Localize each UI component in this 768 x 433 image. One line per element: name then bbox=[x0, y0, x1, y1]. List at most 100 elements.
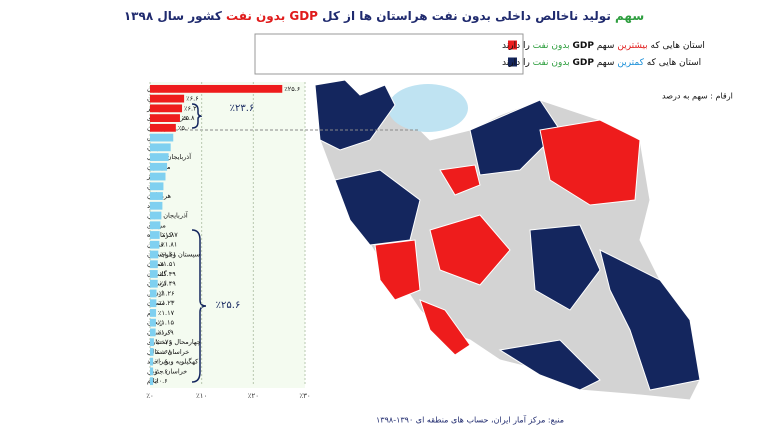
y-tick-label: کهگیلویه وبویراحمد bbox=[147, 358, 199, 366]
y-tick-label: سیستان وبلوچستان bbox=[147, 250, 200, 258]
value-label: ٪۶.۶ bbox=[186, 95, 199, 103]
bar bbox=[150, 270, 158, 278]
text-segment: GDP bbox=[572, 41, 594, 51]
value-label: ٪۱.۲۶ bbox=[159, 289, 175, 297]
value-label: ٪۱.۰۹ bbox=[158, 328, 175, 336]
text-segment: سهم bbox=[594, 41, 617, 51]
province bbox=[529, 224, 601, 311]
value-label: ٪۵.۰ bbox=[178, 124, 191, 132]
text-segment: بدون نفت bbox=[533, 41, 573, 51]
y-tick-label: آذربایجان شرقی bbox=[147, 152, 192, 161]
map bbox=[314, 79, 701, 401]
bar bbox=[150, 133, 174, 142]
text-segment: GDP bbox=[289, 9, 318, 23]
bar bbox=[150, 211, 162, 220]
y-tick-label: آذربایجان غربی bbox=[147, 211, 189, 220]
chart-title: سهم تولید ناخالص داخلی بدون نفت هراستان … bbox=[124, 9, 644, 24]
value-label: ٪۱.۸۱ bbox=[161, 241, 177, 249]
province bbox=[498, 339, 601, 391]
legend-label: استان هایی که بیشترین سهم GDP بدون نفت ر… bbox=[502, 41, 705, 51]
bracket bbox=[191, 229, 207, 383]
value-label: ٪۰.۷۶ bbox=[156, 338, 172, 346]
bar bbox=[150, 143, 171, 152]
text-segment: بدون نفت bbox=[533, 58, 573, 68]
source: منبع: مرکز آمار ایران، حساب های منطقه ای… bbox=[376, 415, 564, 425]
x-tick-label: ٪۰ bbox=[146, 392, 154, 400]
bar bbox=[150, 279, 158, 288]
y-tick-label: چهارمحال و بختیاری bbox=[147, 338, 201, 346]
bar bbox=[150, 367, 154, 376]
bar bbox=[150, 94, 185, 103]
text-segment: GDP bbox=[572, 58, 594, 68]
bar bbox=[150, 84, 283, 93]
x-tick-label: ٪۲۰ bbox=[248, 392, 259, 400]
text-segment: سهم bbox=[615, 9, 644, 23]
text-segment: سهم bbox=[594, 58, 617, 68]
value-label: ٪۶.۲ bbox=[184, 104, 197, 112]
value-label: ٪۱.۸۷ bbox=[162, 231, 179, 239]
value-label: ٪۰.۶۸ bbox=[156, 348, 173, 356]
x-tick-label: ٪۱۰ bbox=[196, 392, 207, 400]
bar bbox=[150, 240, 160, 249]
value-label: ٪۱.۲۳ bbox=[158, 299, 175, 307]
bracket-label: ٪۲۳.۶ bbox=[230, 103, 255, 114]
bar bbox=[150, 328, 156, 337]
province bbox=[439, 164, 481, 196]
text-segment: تولید ناخالص داخلی بدون نفت هراستان ها ا… bbox=[318, 9, 615, 24]
bar bbox=[150, 338, 154, 347]
legend-swatch bbox=[508, 40, 517, 50]
units-note: ارقام : سهم به درصد bbox=[662, 92, 733, 101]
y-tick-label: خراسان جنوبی bbox=[147, 367, 187, 375]
bar bbox=[150, 153, 169, 161]
bar bbox=[150, 172, 166, 181]
province bbox=[419, 299, 471, 356]
bar bbox=[150, 318, 156, 327]
y-tick-label: کردستان bbox=[147, 328, 172, 336]
province bbox=[539, 119, 641, 206]
bar bbox=[150, 377, 154, 386]
bar bbox=[150, 299, 157, 308]
bar bbox=[150, 260, 158, 269]
province bbox=[334, 169, 421, 246]
text-segment: را دارند bbox=[502, 58, 533, 68]
text-segment: بیشترین bbox=[617, 41, 647, 51]
bar bbox=[150, 162, 168, 171]
bar bbox=[150, 114, 180, 122]
bar bbox=[150, 250, 159, 259]
text-segment: استان هایی که bbox=[644, 58, 701, 68]
province bbox=[314, 79, 396, 151]
provinces bbox=[314, 79, 701, 391]
bar bbox=[150, 309, 157, 317]
province bbox=[599, 249, 701, 391]
bar bbox=[150, 231, 160, 239]
value-label: ٪۰.۶ bbox=[155, 367, 168, 375]
province bbox=[469, 99, 561, 176]
bar bbox=[150, 357, 154, 366]
bar bbox=[150, 221, 161, 230]
value-label: ٪۰.۶ bbox=[155, 377, 168, 385]
value-label: ٪۱.۴۹ bbox=[160, 270, 177, 278]
text-segment: استان هایی که bbox=[648, 41, 705, 51]
bracket-label: ٪۲۵.۶ bbox=[216, 300, 241, 311]
province bbox=[429, 214, 511, 286]
x-tick-label: ٪۳۰ bbox=[299, 392, 310, 400]
value-label: ٪۲۵.۶ bbox=[284, 85, 300, 93]
text-segment: را دارند bbox=[502, 41, 533, 51]
value-label: ٪۱.۶۱ bbox=[160, 250, 176, 258]
province bbox=[374, 239, 421, 301]
y-tick-label: خراسان شمالی bbox=[147, 348, 189, 356]
value-label: ٪۱.۴۹ bbox=[160, 280, 177, 288]
text-segment: بدون نفت bbox=[226, 9, 289, 24]
bar bbox=[150, 201, 163, 210]
value-label: ٪۱.۵۱ bbox=[160, 260, 176, 268]
y-tick-label: کرمانشاه bbox=[147, 231, 173, 239]
bar bbox=[150, 289, 157, 298]
legend-box bbox=[254, 33, 524, 75]
value-label: ٪۱.۱۵ bbox=[158, 319, 175, 327]
legend-swatch bbox=[508, 57, 517, 67]
text-segment: کشور سال ۱۳۹۸ bbox=[124, 9, 226, 24]
value-label: ٪۵.۸ bbox=[182, 114, 195, 122]
bar bbox=[150, 104, 183, 113]
legend-label: استان هایی که کمترین سهم GDP بدون نفت را… bbox=[502, 58, 701, 68]
